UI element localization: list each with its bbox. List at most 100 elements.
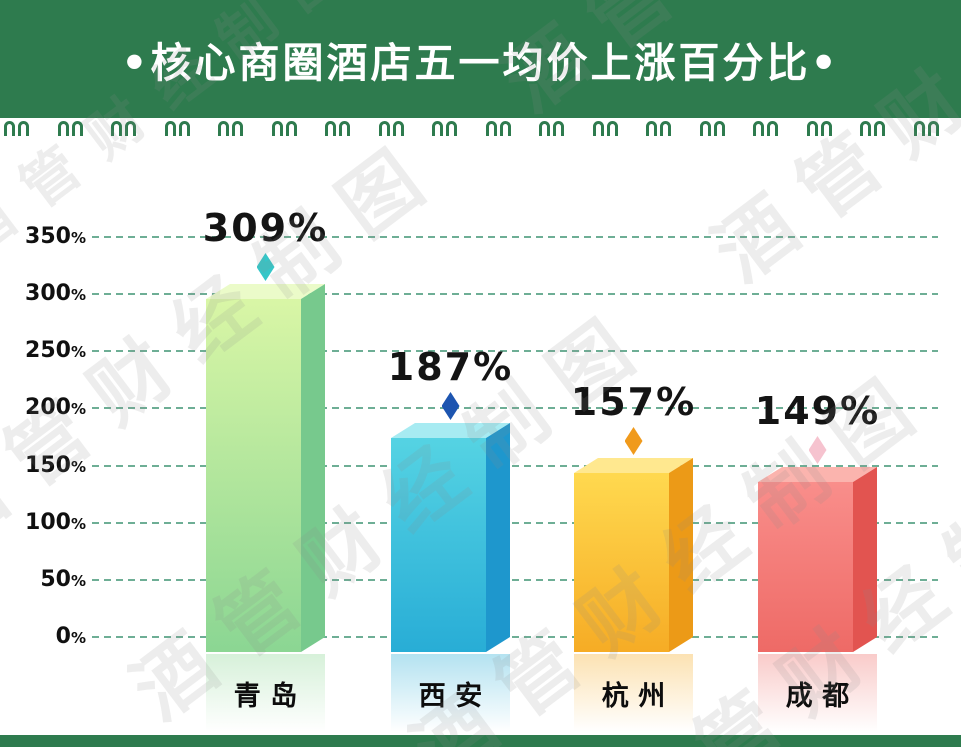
perforation-pair — [485, 121, 511, 136]
bar-column-3 — [574, 458, 693, 652]
bar-side-face — [669, 458, 693, 652]
perforation-pair — [806, 121, 832, 136]
bar-side-face — [301, 284, 325, 652]
perforation-arch — [539, 121, 550, 136]
bar-front-face — [391, 438, 486, 652]
bar-reflection — [758, 654, 877, 732]
perforation-pair — [271, 121, 297, 136]
perforation-arch — [57, 121, 69, 136]
perforation-row — [0, 121, 961, 141]
bar-reflection — [574, 654, 693, 732]
bar-side-face — [853, 467, 877, 652]
perforation-pair — [218, 121, 243, 136]
perforation-arch — [485, 121, 497, 136]
perforation-arch — [178, 121, 190, 136]
perforation-arch — [392, 121, 404, 136]
bar-reflection — [391, 654, 510, 732]
perforation-arch — [820, 121, 832, 136]
bar-side-face — [486, 423, 510, 652]
bar-value-label: 157% — [570, 380, 697, 424]
perforation-arch — [860, 121, 871, 136]
bar-category-label: 西 安 — [418, 681, 483, 712]
y-tick-label: 350% — [25, 224, 86, 249]
perforation-arch — [325, 121, 336, 136]
perforation-arch — [660, 121, 671, 136]
perforation-arch — [18, 121, 29, 136]
perforation-arch — [446, 121, 457, 136]
perforation-pair — [699, 121, 725, 136]
gridline-200% — [92, 407, 938, 410]
perforation-arch — [592, 121, 604, 136]
perforation-arch — [646, 121, 657, 136]
perforation-arch — [606, 121, 618, 136]
gridline-0% — [92, 636, 938, 638]
gridline-100% — [92, 521, 938, 524]
perforation-pair — [860, 121, 885, 136]
bar-column-4 — [758, 467, 877, 652]
perforation-arch — [499, 121, 511, 136]
bar-reflection — [206, 654, 325, 732]
bar-top-face — [206, 284, 325, 299]
y-tick-label: 250% — [25, 338, 86, 364]
bar-top-face — [391, 423, 510, 438]
perforation-arch — [125, 121, 136, 136]
perforation-arch — [111, 121, 122, 136]
y-tick-label: 150% — [25, 452, 86, 478]
perforation-arch — [806, 121, 818, 136]
y-tick-label: 100% — [25, 509, 86, 535]
gridline-300% — [92, 293, 938, 296]
bar-category-label: 杭 州 — [601, 681, 666, 712]
perforation-arch — [378, 121, 390, 136]
perforation-arch — [232, 121, 243, 136]
gridline-150% — [92, 464, 938, 467]
bar-category-label: 青 岛 — [233, 681, 298, 712]
perforation-arch — [874, 121, 885, 136]
perforation-pair — [913, 121, 939, 136]
gridline-250% — [92, 350, 938, 353]
bar-front-face — [574, 473, 669, 652]
perforation-pair — [325, 121, 350, 136]
diamond-marker — [441, 392, 460, 420]
perforation-arch — [339, 121, 350, 136]
perforation-arch — [285, 121, 297, 136]
perforation-pair — [164, 121, 190, 136]
perforation-pair — [432, 121, 457, 136]
perforation-arch — [271, 121, 283, 136]
footer-strip — [0, 735, 961, 747]
bar-front-face — [206, 299, 301, 652]
perforation-arch — [218, 121, 229, 136]
gridline-350% — [92, 236, 938, 238]
diamond-marker — [808, 436, 827, 464]
perforation-arch — [927, 121, 939, 136]
bar-top-face — [574, 458, 693, 473]
perforation-pair — [4, 121, 29, 136]
y-tick-label: 50% — [40, 566, 86, 592]
bar-column-2 — [391, 423, 510, 652]
perforation-pair — [111, 121, 136, 136]
perforation-pair — [753, 121, 778, 136]
page-title: •核心商圈酒店五一均价上涨百分比• — [121, 39, 840, 87]
perforation-arch — [164, 121, 176, 136]
bar-value-label: 149% — [754, 389, 881, 433]
diamond-marker — [256, 253, 275, 281]
bar-top-face — [758, 467, 877, 482]
bar-value-label: 187% — [387, 345, 514, 389]
perforation-arch — [432, 121, 443, 136]
y-tick-label: 300% — [25, 281, 86, 307]
perforation-arch — [699, 121, 711, 136]
perforation-pair — [57, 121, 83, 136]
bar-value-label: 309% — [202, 206, 329, 250]
perforation-arch — [713, 121, 725, 136]
perforation-arch — [4, 121, 15, 136]
perforation-arch — [913, 121, 925, 136]
perforation-pair — [646, 121, 671, 136]
perforation-arch — [71, 121, 83, 136]
diamond-marker — [624, 427, 643, 455]
y-tick-label: 200% — [25, 395, 86, 421]
perforation-pair — [592, 121, 618, 136]
bar-front-face — [758, 482, 853, 652]
perforation-pair — [378, 121, 404, 136]
header-banner: •核心商圈酒店五一均价上涨百分比• — [0, 0, 961, 118]
